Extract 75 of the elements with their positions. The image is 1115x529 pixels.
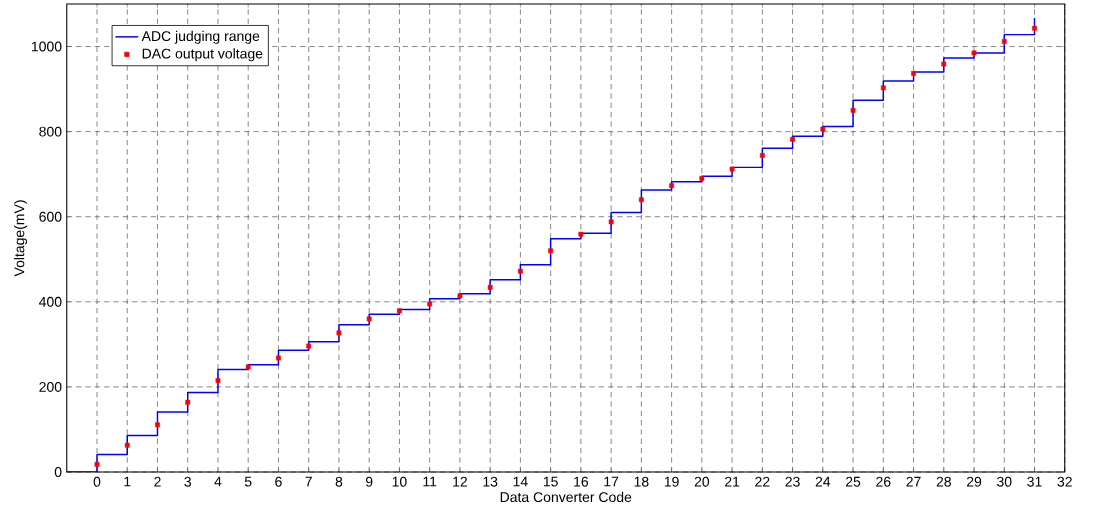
y-tick-label: 200 (39, 381, 62, 392)
x-tick-label: 22 (755, 476, 770, 487)
x-tick-label: 11 (423, 476, 437, 487)
point (517, 268, 523, 274)
x-tick-label: 13 (483, 476, 498, 487)
x-tick-label: 25 (845, 476, 861, 487)
point (759, 153, 765, 158)
x-tick-label: 32 (1057, 476, 1072, 487)
y-tick-label: 800 (39, 126, 62, 137)
point (336, 330, 342, 336)
y-tick-label: 400 (39, 296, 62, 307)
point (487, 284, 493, 290)
x-tick-label: 7 (305, 476, 312, 487)
x-axis-title: Data Converter Code (500, 491, 632, 503)
point (911, 70, 916, 76)
x-tick-label: 0 (93, 476, 101, 487)
y-axis-title: Voltage(mV) (14, 200, 28, 277)
point (215, 378, 221, 383)
x-tick-label: 24 (815, 476, 831, 487)
point (94, 461, 100, 467)
x-tick-label: 15 (543, 476, 558, 487)
x-tick-label: 21 (725, 476, 740, 487)
point (397, 308, 402, 314)
point (820, 126, 826, 132)
point (638, 197, 644, 203)
x-tick-label: 3 (184, 476, 192, 487)
x-tick-label: 20 (694, 476, 710, 487)
x-tick-label: 30 (997, 476, 1012, 487)
y-tick-label: 1000 (31, 41, 62, 52)
x-tick-label: 1 (124, 476, 131, 487)
x-tick-label: 5 (244, 476, 252, 487)
point (155, 422, 160, 428)
point (427, 301, 433, 307)
point (457, 293, 463, 299)
x-tick-label: 10 (392, 476, 407, 487)
x-tick-label: 27 (906, 476, 921, 487)
point (1001, 39, 1007, 44)
point (1032, 25, 1037, 31)
y-tick-label: 0 (54, 467, 62, 477)
legend-label: DAC output voltage (142, 48, 263, 62)
x-tick-label: 8 (335, 476, 343, 487)
point (366, 316, 372, 322)
point (971, 50, 977, 56)
x-tick-label: 19 (664, 476, 679, 487)
point (185, 399, 191, 405)
x-tick-label: 2 (154, 476, 161, 487)
x-tick-label: 14 (513, 476, 528, 487)
x-tick-label: 16 (574, 476, 589, 487)
point (548, 248, 554, 254)
point (578, 231, 584, 237)
point (790, 136, 795, 142)
point (608, 219, 614, 225)
x-tick-label: 9 (365, 476, 373, 487)
x-tick-label: 12 (453, 476, 467, 487)
x-tick-label: 6 (275, 476, 282, 487)
point (699, 176, 705, 181)
x-tick-label: 29 (966, 476, 982, 487)
point (729, 166, 735, 172)
x-tick-label: 23 (785, 476, 800, 487)
point (276, 355, 281, 361)
x-tick-label: 4 (214, 476, 222, 487)
point (669, 183, 675, 189)
point (941, 61, 947, 67)
x-tick-label: 18 (634, 476, 649, 487)
x-tick-label: 17 (604, 476, 619, 487)
point (245, 364, 251, 370)
y-tick-label: 600 (39, 211, 62, 222)
point (306, 343, 312, 349)
x-tick-label: 26 (876, 476, 891, 487)
x-tick-label: 31 (1027, 476, 1042, 487)
legend-label: ADC judging range (141, 30, 260, 44)
point (880, 85, 886, 91)
point (124, 442, 130, 448)
x-tick-label: 28 (936, 476, 951, 487)
point (850, 107, 856, 113)
